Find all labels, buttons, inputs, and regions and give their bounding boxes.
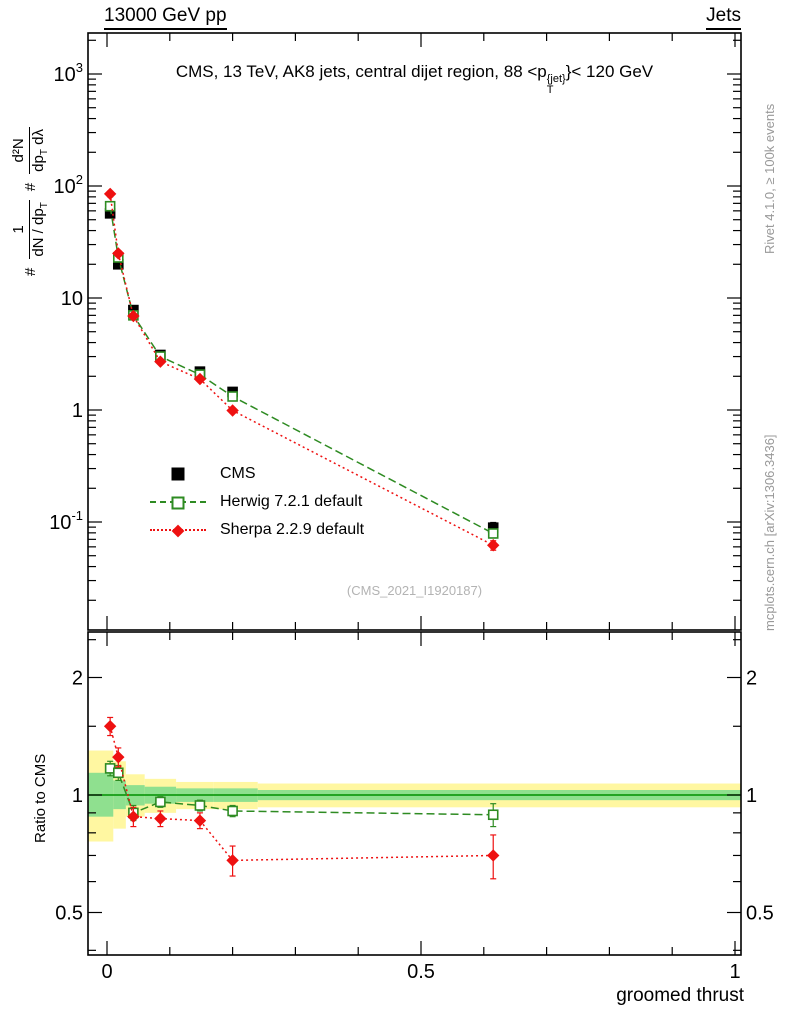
legend-item-sherpa: Sherpa 2.2.9 default: [150, 516, 364, 544]
ylabel-f1-den: dN / dpT: [29, 202, 50, 257]
plot-title: CMS, 13 TeV, AK8 jets, central dijet reg…: [88, 62, 741, 96]
mcplots-reference-note: mcplots.cern.ch [arXiv:1306.3436]: [762, 434, 777, 631]
svg-text:2: 2: [746, 668, 757, 690]
svg-text:1: 1: [729, 961, 740, 983]
legend-item-herwig: Herwig 7.2.1 default: [150, 488, 364, 516]
pt-supsub: {jet} T: [547, 74, 566, 96]
legend-label-sherpa: Sherpa 2.2.9 default: [220, 521, 365, 538]
legend: CMS Herwig 7.2.1 default Sherpa 2.2.9 de…: [150, 460, 364, 544]
pt-subscript: T: [546, 84, 554, 96]
ylabel-f1-num: 1: [10, 200, 30, 259]
rivet-version-note: Rivet 4.1.0, ≥ 100k events: [762, 103, 777, 254]
ylabel-f2-den: dpT dλ: [29, 129, 50, 172]
legend-label-herwig: Herwig 7.2.1 default: [220, 493, 363, 510]
svg-text:102: 102: [54, 172, 83, 198]
svg-text:0.5: 0.5: [746, 903, 774, 925]
svg-text:1: 1: [746, 785, 757, 807]
legend-label-cms: CMS: [220, 465, 256, 482]
beam-energy-label: 13000 GeV pp: [104, 5, 227, 30]
ylabel-fraction-2: d²N dpT dλ: [10, 127, 51, 174]
svg-text:10-1: 10-1: [49, 508, 83, 534]
analysis-id-watermark: (CMS_2021_I1920187): [346, 583, 483, 598]
sherpa-marker-icon: [150, 524, 206, 538]
legend-item-cms: CMS: [150, 460, 364, 488]
ylabel-hash-2: #: [22, 182, 40, 192]
pt-superscript: {jet}: [546, 73, 566, 85]
plot-title-text: CMS, 13 TeV, AK8 jets, central dijet reg…: [175, 62, 547, 81]
ylabel-f2-num: d²N: [10, 127, 30, 174]
herwig-marker-icon: [150, 496, 206, 510]
ylabel-fraction-1: 1 dN / dpT: [10, 200, 51, 259]
plot-title-tail: }< 120 GeV: [565, 62, 654, 81]
svg-text:0: 0: [101, 961, 112, 983]
svg-text:0.5: 0.5: [407, 961, 435, 983]
ratio-y-axis-label: Ratio to CMS: [32, 753, 49, 843]
svg-text:2: 2: [72, 668, 83, 690]
svg-text:103: 103: [54, 60, 83, 86]
svg-text:10: 10: [61, 288, 83, 310]
svg-text:0.5: 0.5: [55, 903, 83, 925]
analysis-group-label: Jets: [706, 5, 741, 30]
svg-text:1: 1: [72, 785, 83, 807]
ylabel-hash-1: #: [22, 267, 40, 276]
svg-text:1: 1: [72, 400, 83, 422]
y-axis-label: # 1 dN / dpT # d²N dpT dλ: [10, 127, 51, 276]
x-axis-label: groomed thrust: [616, 985, 744, 1006]
